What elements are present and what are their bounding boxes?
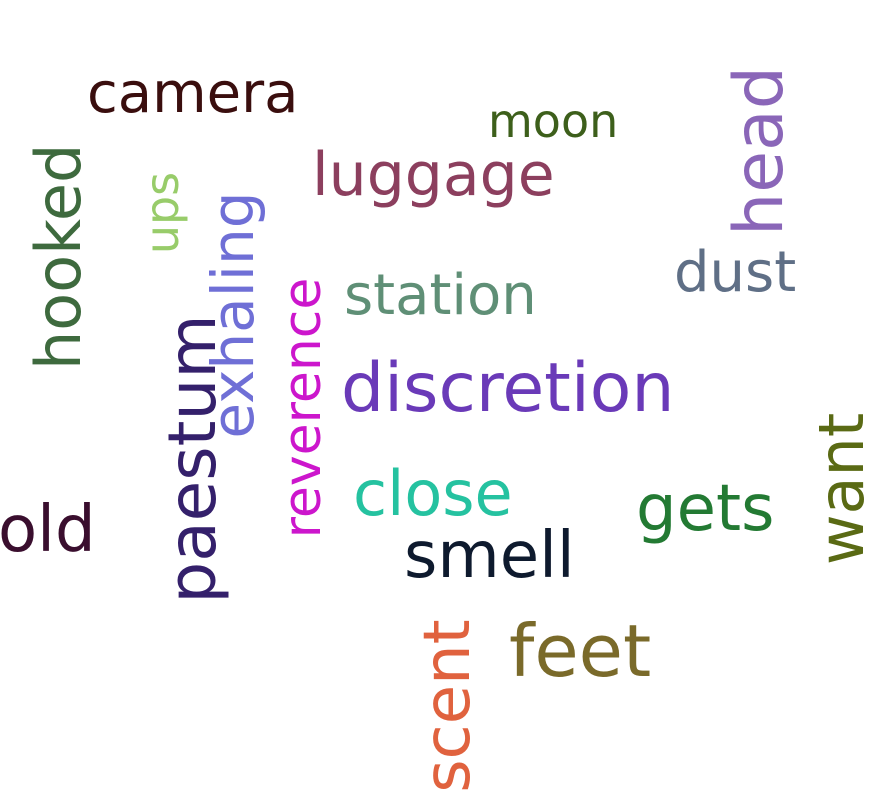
word-feet: feet	[509, 609, 652, 693]
word-close: close	[353, 457, 513, 530]
word-want: want	[805, 412, 878, 566]
word-ups: ups	[135, 171, 189, 255]
word-discretion: discretion	[341, 349, 675, 428]
word-head: head	[720, 66, 799, 236]
word-scent: scent	[411, 619, 485, 793]
word-camera: camera	[87, 61, 299, 126]
word-station: station	[344, 263, 537, 328]
word-moon: moon	[488, 94, 619, 148]
word-hooked: hooked	[22, 143, 95, 370]
word-gets: gets	[636, 472, 775, 546]
word-paestum: paestum	[154, 314, 231, 604]
word-reverence: reverence	[273, 277, 333, 539]
word-dust: dust	[674, 240, 797, 305]
word-luggage: luggage	[312, 140, 555, 210]
word-smell: smell	[404, 519, 575, 593]
word-old: old	[0, 493, 96, 567]
